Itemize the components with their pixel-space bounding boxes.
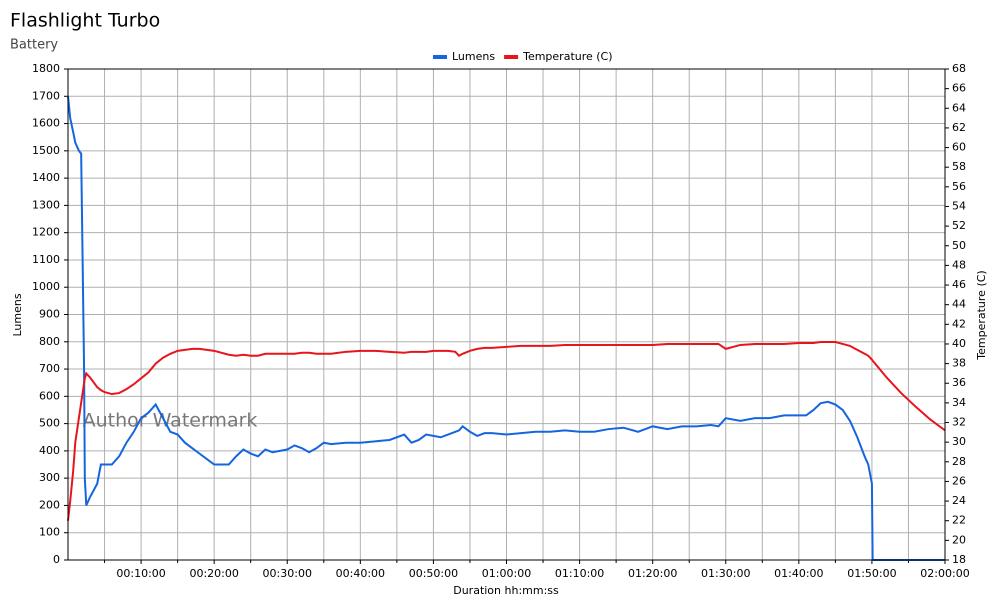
y-tick-label: 100 [39,526,60,539]
legend-label: Lumens [452,50,495,63]
y-tick-label: 1500 [32,144,60,157]
y2-tick-label: 62 [952,121,966,134]
y2-tick-label: 48 [952,258,966,271]
x-axis-label: Duration hh:mm:ss [453,584,559,597]
x-tick-label: 00:30:00 [263,567,312,580]
y2-tick-label: 50 [952,239,966,252]
y-tick-label: 700 [39,362,60,375]
y2-tick-label: 56 [952,180,966,193]
chart-title: Flashlight Turbo [10,10,160,32]
y2-tick-label: 30 [952,435,966,448]
y-tick-label: 1200 [32,226,60,239]
y-tick-label: 1300 [32,198,60,211]
x-tick-label: 01:40:00 [774,567,823,580]
plot-frame [67,68,946,561]
x-tick-label: 00:40:00 [336,567,385,580]
y2-tick-label: 24 [952,494,966,507]
y2-tick-label: 58 [952,160,966,173]
y2-tick-label: 38 [952,357,966,370]
x-tick-label: 02:00:00 [920,567,969,580]
y2-tick-label: 36 [952,376,966,389]
y-axis-label: Lumens [11,293,24,336]
y2-tick-label: 68 [952,62,966,75]
y2-tick-label: 32 [952,416,966,429]
legend-label: Temperature (C) [522,50,612,63]
y2-tick-label: 18 [952,553,966,566]
x-tick-label: 00:50:00 [409,567,458,580]
y2-tick-label: 28 [952,455,966,468]
y2-tick-label: 40 [952,337,966,350]
y2-tick-label: 46 [952,278,966,291]
y-tick-label: 1600 [32,117,60,130]
chart-subtitle: Battery [10,38,58,53]
y-tick-label: 1100 [32,253,60,266]
x-tick-label: 01:00:00 [482,567,531,580]
y2-tick-label: 22 [952,514,966,527]
y-tick-label: 1400 [32,171,60,184]
y-tick-label: 900 [39,308,60,321]
x-tick-label: 00:20:00 [189,567,238,580]
y2-tick-label: 54 [952,199,966,212]
y-tick-label: 600 [39,389,60,402]
y2-tick-label: 42 [952,317,966,330]
data-line [67,340,946,521]
y-tick-label: 400 [39,444,60,457]
x-tick-label: 01:10:00 [555,567,604,580]
y2-tick-label: 60 [952,141,966,154]
y2-tick-label: 20 [952,533,966,546]
x-tick-label: 01:20:00 [628,567,677,580]
y-tick-label: 0 [53,553,60,566]
y-tick-label: 1700 [32,89,60,102]
y2-tick-label: 34 [952,396,966,409]
y-tick-label: 500 [39,417,60,430]
y2-tick-label: 26 [952,474,966,487]
x-tick-label: 01:30:00 [701,567,750,580]
y2-tick-label: 66 [952,82,966,95]
y2-tick-label: 64 [952,101,966,114]
watermark: Author Watermark [83,410,258,432]
y-tick-label: 200 [39,498,60,511]
y-tick-label: 300 [39,471,60,484]
x-tick-label: 00:10:00 [116,567,165,580]
y-tick-label: 1800 [32,62,60,75]
y-tick-label: 1000 [32,280,60,293]
x-tick-label: 01:50:00 [847,567,896,580]
y2-tick-label: 44 [952,298,966,311]
y2-tick-label: 52 [952,219,966,232]
y-tick-label: 800 [39,335,60,348]
data-line [67,96,945,561]
y2-axis-label: Temperature (C) [975,270,988,360]
